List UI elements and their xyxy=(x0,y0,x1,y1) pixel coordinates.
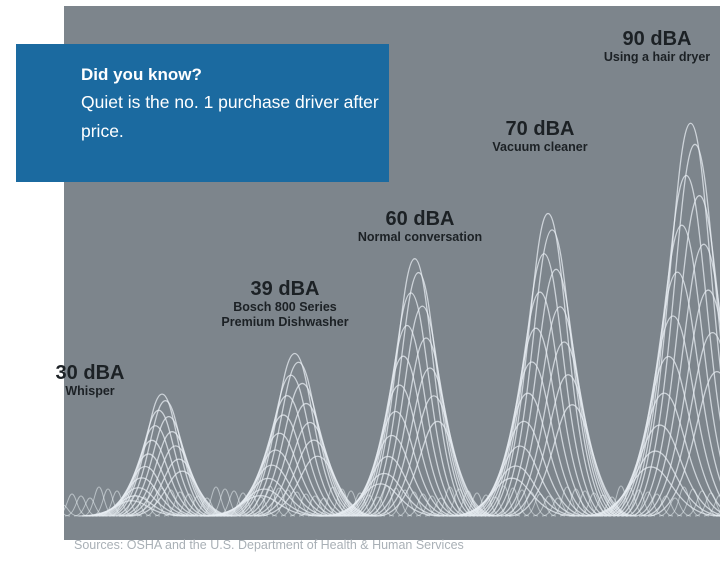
level-conversation: 60 dBA Normal conversation xyxy=(330,208,510,245)
did-you-know-callout: Did you know? Quiet is the no. 1 purchas… xyxy=(16,44,389,182)
callout-heading: Did you know? xyxy=(81,65,202,84)
level-db: 60 dBA xyxy=(385,208,455,230)
level-db: 30 dBA xyxy=(55,362,125,384)
wave-bundle xyxy=(581,122,720,517)
level-name: Normal conversation xyxy=(357,230,483,244)
level-db: 90 dBA xyxy=(622,28,692,50)
level-db: 39 dBA xyxy=(250,278,320,300)
level-name: Bosch 800 Series Premium Dishwasher xyxy=(221,300,349,329)
level-dishwasher: 39 dBA Bosch 800 Series Premium Dishwash… xyxy=(190,278,380,330)
level-hair-dryer: 90 dBA Using a hair dryer xyxy=(582,28,720,65)
level-db: 70 dBA xyxy=(505,118,575,140)
callout-body: Quiet is the no. 1 purchase driver after… xyxy=(81,92,379,141)
wave-bundle xyxy=(448,212,636,517)
source-note: Sources: OSHA and the U.S. Department of… xyxy=(74,538,464,552)
level-name: Whisper xyxy=(65,384,115,398)
level-whisper: 30 dBA Whisper xyxy=(30,362,150,399)
level-vacuum: 70 dBA Vacuum cleaner xyxy=(470,118,610,155)
wave-bundle xyxy=(320,258,498,517)
level-name: Vacuum cleaner xyxy=(492,140,588,154)
baseline-ripples xyxy=(64,485,720,517)
level-name: Using a hair dryer xyxy=(603,50,711,64)
sound-waves-illustration xyxy=(64,122,720,517)
